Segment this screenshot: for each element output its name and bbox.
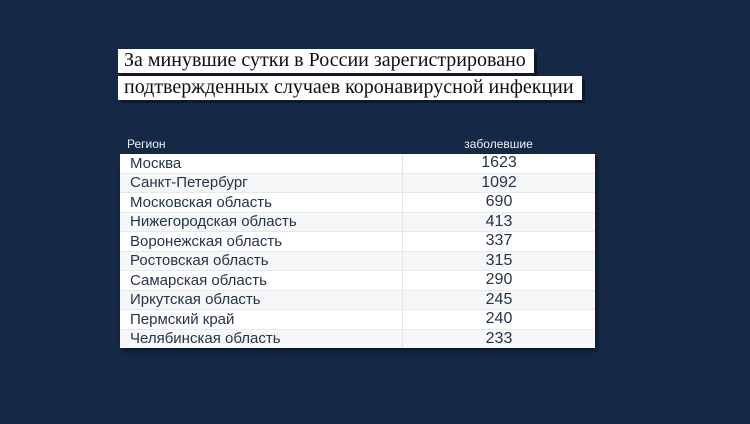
region-cell: Санкт-Петербург (130, 174, 248, 192)
headline: За минувшие сутки в России зарегистриров… (118, 49, 582, 103)
cases-cell: 1092 (402, 173, 595, 192)
table-row: Московская область 690 (120, 193, 595, 213)
cases-cell: 245 (402, 290, 595, 309)
table-row: Самарская область 290 (120, 271, 595, 291)
region-cell: Челябинская область (130, 330, 281, 348)
region-cell: Пермский край (130, 310, 235, 328)
table-row: Санкт-Петербург 1092 (120, 173, 595, 193)
cases-cell: 413 (402, 212, 595, 231)
table-row: Нижегородская область 413 (120, 212, 595, 232)
cases-cell: 337 (402, 232, 595, 251)
cases-cell: 315 (402, 251, 595, 270)
cases-cell: 1623 (402, 154, 595, 173)
region-cell: Воронежская область (130, 232, 283, 250)
headline-line-2: подтвержденных случаев коронавирусной ин… (118, 76, 582, 100)
column-header-region: Регион (127, 137, 166, 151)
column-header-cases: заболевшие (464, 137, 533, 151)
table-row: Челябинская область 233 (120, 329, 595, 348)
region-cell: Московская область (130, 193, 272, 211)
cases-cell: 690 (402, 193, 595, 212)
region-cell: Нижегородская область (130, 213, 297, 231)
cases-cell: 240 (402, 310, 595, 329)
region-cell: Москва (130, 154, 182, 172)
table-row: Воронежская область 337 (120, 232, 595, 252)
table-row: Иркутская область 245 (120, 290, 595, 310)
region-cell: Иркутская область (130, 291, 261, 309)
region-cell: Ростовская область (130, 252, 269, 270)
cases-table: Москва 1623 Санкт-Петербург 1092 Московская … (120, 154, 595, 348)
table-row: Ростовская область 315 (120, 251, 595, 271)
headline-line-1: За минувшие сутки в России зарегистриров… (118, 49, 534, 73)
region-cell: Самарская область (130, 271, 267, 289)
cases-cell: 233 (402, 329, 595, 348)
cases-cell: 290 (402, 271, 595, 290)
table-row: Москва 1623 (120, 154, 595, 174)
table-row: Пермский край 240 (120, 310, 595, 330)
table-column-headers: Регион заболевшие (120, 137, 595, 151)
